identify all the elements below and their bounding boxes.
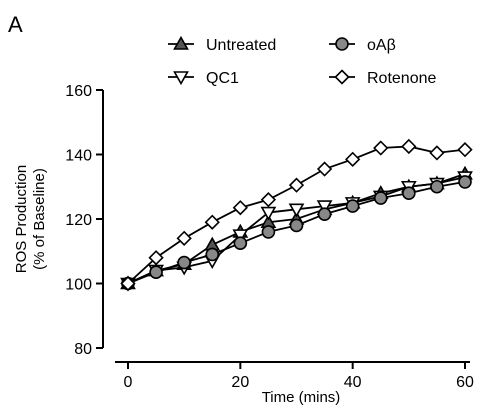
data-point: [429, 145, 445, 161]
data-point: [120, 275, 136, 292]
data-point: [260, 192, 277, 208]
legend-marker: [335, 37, 349, 51]
y-axis-title: ROS Production(% of Baseline): [13, 165, 48, 273]
data-point: [204, 214, 220, 230]
data-point: [317, 207, 332, 221]
y-axis-title-text: ROS Production(% of Baseline): [13, 165, 48, 273]
data-point: [402, 186, 416, 200]
data-point: [373, 191, 388, 205]
y-tick-label: 140: [65, 148, 92, 165]
x-axis-title: Time (mins): [262, 389, 341, 406]
data-point: [232, 229, 249, 244]
data-point: [260, 206, 277, 221]
data-point: [148, 250, 164, 266]
data-point: [289, 218, 304, 233]
data-point: [177, 255, 191, 270]
data-point: [316, 161, 333, 177]
data-point: [457, 142, 473, 158]
y-axis-title-line: (% of Baseline): [31, 168, 48, 270]
legend-entry: Untreated: [168, 35, 276, 54]
series-2: [121, 175, 472, 291]
legend-entry: Rotenone: [329, 69, 436, 87]
data-point: [176, 230, 192, 246]
legend-entry: oAβ: [329, 37, 396, 54]
data-point: [261, 225, 276, 239]
legend-entry: QC1: [168, 70, 239, 87]
y-tick-label: 160: [65, 83, 92, 100]
y-axis-title-line: ROS Production: [13, 165, 30, 273]
legend-label: oAβ: [367, 37, 396, 54]
legend: Untreated QC1 oAβ Rotenone: [168, 35, 436, 87]
legend-label: Rotenone: [367, 70, 436, 87]
data-point: [345, 151, 361, 167]
legend-label: Untreated: [206, 37, 276, 54]
data-point: [373, 140, 389, 156]
series-group: [120, 138, 473, 292]
axes: 80 100 120 140 160 0 20 40 60: [65, 83, 474, 391]
data-point: [401, 138, 417, 155]
panel-label: A: [8, 12, 23, 37]
legend-marker: [173, 35, 189, 50]
series-3: [120, 138, 473, 292]
data-point: [232, 200, 248, 216]
legend-marker: [334, 69, 350, 85]
data-point: [288, 177, 305, 193]
y-tick-label: 80: [74, 341, 92, 358]
data-point: [430, 179, 444, 194]
data-point: [458, 175, 472, 189]
legend-label: QC1: [206, 70, 239, 87]
data-point: [205, 247, 220, 262]
data-point: [149, 265, 163, 280]
x-tick-label: 20: [231, 374, 249, 391]
x-tick-label: 60: [456, 374, 474, 391]
y-tick-label: 100: [65, 277, 92, 294]
data-point: [233, 236, 248, 250]
legend-marker: [173, 71, 189, 86]
y-tick-label: 120: [65, 212, 92, 229]
x-tick-label: 0: [124, 374, 133, 391]
x-tick-label: 40: [344, 374, 362, 391]
data-point: [288, 203, 305, 218]
data-point: [316, 200, 333, 215]
data-point: [345, 199, 360, 213]
